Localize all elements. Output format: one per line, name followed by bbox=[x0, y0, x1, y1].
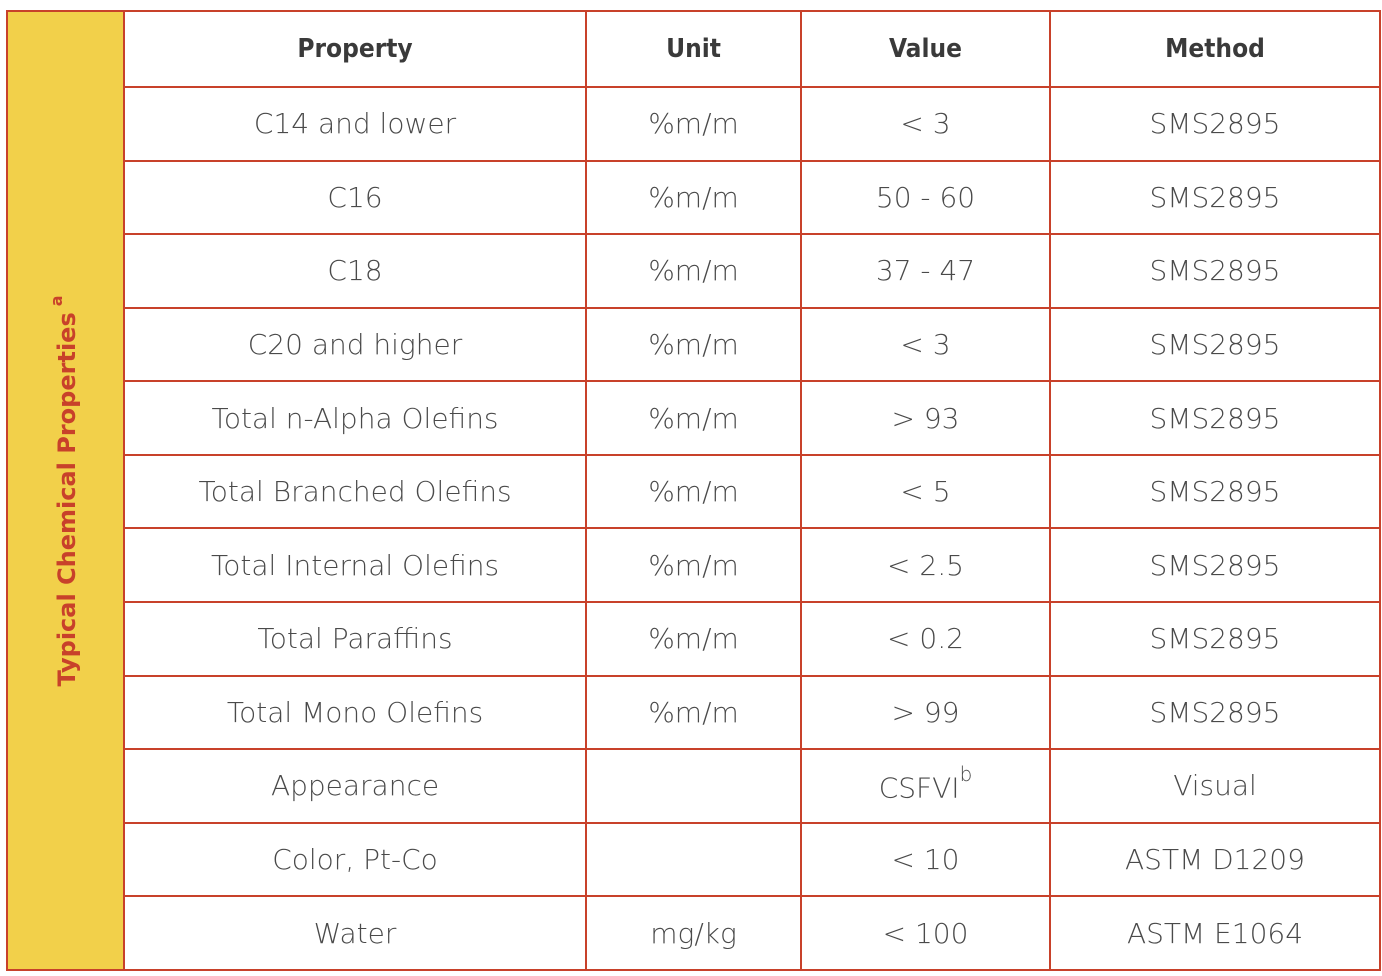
value-cell: 50 - 60 bbox=[800, 159, 1051, 236]
unit-cell: %m/m bbox=[585, 159, 802, 236]
value-text: CSFVI bbox=[878, 771, 960, 805]
unit-cell: %m/m bbox=[585, 527, 802, 604]
table-header-row: Property Unit Value Method bbox=[123, 9, 1381, 89]
side-banner-text: Typical Chemical Properties bbox=[52, 311, 81, 687]
property-cell: Total n-Alpha Olefins bbox=[123, 380, 587, 456]
table-row: Appearance CSFVIb Visual bbox=[123, 748, 1381, 824]
method-cell: SMS2895 bbox=[1049, 233, 1381, 309]
header-unit: Unit bbox=[585, 9, 802, 89]
method-cell: SMS2895 bbox=[1049, 380, 1381, 456]
value-text: < 5 bbox=[900, 475, 951, 509]
property-cell: Color, Pt-Co bbox=[123, 821, 587, 898]
value-text: 37 - 47 bbox=[875, 254, 976, 288]
unit-cell: %m/m bbox=[585, 306, 802, 383]
value-cell: > 99 bbox=[800, 674, 1051, 751]
unit-cell: %m/m bbox=[585, 233, 802, 309]
unit-cell bbox=[585, 748, 802, 824]
value-cell: < 5 bbox=[800, 453, 1051, 530]
method-cell: SMS2895 bbox=[1049, 159, 1381, 236]
value-text: < 2.5 bbox=[887, 548, 964, 582]
value-text: > 93 bbox=[891, 401, 960, 435]
unit-cell: mg/kg bbox=[585, 895, 802, 971]
value-text: < 100 bbox=[882, 916, 969, 950]
property-cell: Total Branched Olefins bbox=[123, 453, 587, 530]
unit-cell: %m/m bbox=[585, 86, 802, 162]
table-row: Total n-Alpha Olefins %m/m > 93 SMS2895 bbox=[123, 380, 1381, 456]
value-cell: < 100 bbox=[800, 895, 1051, 971]
value-cell: < 3 bbox=[800, 86, 1051, 162]
method-cell: ASTM E1064 bbox=[1049, 895, 1381, 971]
method-cell: Visual bbox=[1049, 748, 1381, 824]
unit-cell bbox=[585, 821, 802, 898]
side-banner-superscript: a bbox=[46, 294, 66, 306]
property-cell: Water bbox=[123, 895, 587, 971]
method-cell: SMS2895 bbox=[1049, 601, 1381, 677]
header-method: Method bbox=[1049, 9, 1381, 89]
property-cell: Total Paraffins bbox=[123, 601, 587, 677]
value-text: > 99 bbox=[891, 695, 960, 729]
table-row: C14 and lower %m/m < 3 SMS2895 bbox=[123, 86, 1381, 162]
method-cell: SMS2895 bbox=[1049, 86, 1381, 162]
value-footnote-marker: b bbox=[959, 761, 973, 786]
method-cell: SMS2895 bbox=[1049, 674, 1381, 751]
value-text: < 10 bbox=[891, 842, 960, 876]
value-text: < 0.2 bbox=[887, 622, 964, 656]
properties-table: Property Unit Value Method C14 and lower… bbox=[123, 9, 1381, 971]
side-banner: Typical Chemical Properties a bbox=[6, 10, 123, 971]
value-cell: < 0.2 bbox=[800, 601, 1051, 677]
table-row: C20 and higher %m/m < 3 SMS2895 bbox=[123, 306, 1381, 383]
unit-cell: %m/m bbox=[585, 453, 802, 530]
property-cell: C18 bbox=[123, 233, 587, 309]
value-cell: CSFVIb bbox=[800, 748, 1051, 824]
table-row: Water mg/kg < 100 ASTM E1064 bbox=[123, 895, 1381, 971]
method-cell: SMS2895 bbox=[1049, 453, 1381, 530]
value-cell: < 3 bbox=[800, 306, 1051, 383]
value-text: < 3 bbox=[900, 328, 951, 362]
method-cell: ASTM D1209 bbox=[1049, 821, 1381, 898]
property-cell: Appearance bbox=[123, 748, 587, 824]
header-value: Value bbox=[800, 9, 1051, 89]
table-row: Total Internal Olefins %m/m < 2.5 SMS2895 bbox=[123, 527, 1381, 604]
value-cell: < 2.5 bbox=[800, 527, 1051, 604]
unit-cell: %m/m bbox=[585, 380, 802, 456]
unit-cell: %m/m bbox=[585, 601, 802, 677]
property-cell: Total Mono Olefins bbox=[123, 674, 587, 751]
side-banner-label: Typical Chemical Properties a bbox=[47, 295, 81, 687]
table-row: C18 %m/m 37 - 47 SMS2895 bbox=[123, 233, 1381, 309]
table-row: C16 %m/m 50 - 60 SMS2895 bbox=[123, 159, 1381, 236]
value-text: < 3 bbox=[900, 107, 951, 141]
method-cell: SMS2895 bbox=[1049, 306, 1381, 383]
property-cell: C20 and higher bbox=[123, 306, 587, 383]
table-row: Total Mono Olefins %m/m > 99 SMS2895 bbox=[123, 674, 1381, 751]
property-cell: Total Internal Olefins bbox=[123, 527, 587, 604]
value-cell: > 93 bbox=[800, 380, 1051, 456]
property-cell: C16 bbox=[123, 159, 587, 236]
property-cell: C14 and lower bbox=[123, 86, 587, 162]
value-text: 50 - 60 bbox=[875, 180, 976, 214]
table-row: Color, Pt-Co < 10 ASTM D1209 bbox=[123, 821, 1381, 898]
method-cell: SMS2895 bbox=[1049, 527, 1381, 604]
value-cell: 37 - 47 bbox=[800, 233, 1051, 309]
value-cell: < 10 bbox=[800, 821, 1051, 898]
unit-cell: %m/m bbox=[585, 674, 802, 751]
table-row: Total Branched Olefins %m/m < 5 SMS2895 bbox=[123, 453, 1381, 530]
properties-panel: Typical Chemical Properties a Property Un… bbox=[6, 9, 1381, 971]
header-property: Property bbox=[123, 9, 587, 89]
table-row: Total Paraffins %m/m < 0.2 SMS2895 bbox=[123, 601, 1381, 677]
